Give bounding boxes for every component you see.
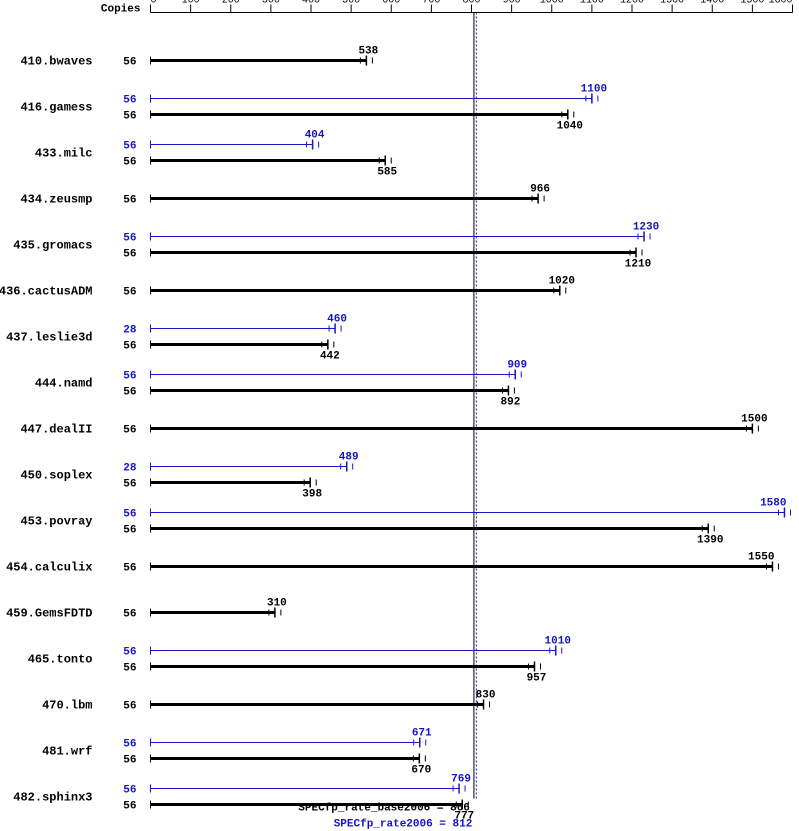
value-label-peak: 671 xyxy=(412,728,432,740)
copies-peak: 56 xyxy=(123,509,136,521)
x-tick-label: 1100 xyxy=(580,0,604,7)
copies-base: 56 xyxy=(123,341,136,353)
benchmark-label: 481.wrf xyxy=(42,745,92,759)
benchmark-label: 434.zeusmp xyxy=(20,193,92,207)
value-label-peak: 489 xyxy=(339,452,359,464)
copies-base: 56 xyxy=(123,479,136,491)
copies-peak: 56 xyxy=(123,371,136,383)
value-label-base: 670 xyxy=(411,765,431,777)
benchmark-label: 450.soplex xyxy=(20,469,92,483)
value-label-base: 892 xyxy=(501,397,521,409)
benchmark-label: 465.tonto xyxy=(28,653,93,667)
copies-base: 56 xyxy=(123,387,136,399)
value-label-base: 1020 xyxy=(549,276,575,288)
benchmark-label: 433.milc xyxy=(35,147,93,161)
benchmark-label: 482.sphinx3 xyxy=(13,791,92,805)
copies-base: 56 xyxy=(123,609,136,621)
axis-title: Copies xyxy=(101,4,141,16)
value-label-base: 1500 xyxy=(741,414,767,426)
copies-base: 56 xyxy=(123,701,136,713)
copies-peak: 56 xyxy=(123,739,136,751)
x-tick-label: 1600 xyxy=(768,0,792,7)
benchmark-label: 459.GemsFDTD xyxy=(6,607,92,621)
copies-peak: 28 xyxy=(123,325,137,337)
benchmark-label: 435.gromacs xyxy=(13,239,92,253)
value-label-base: 957 xyxy=(527,673,547,685)
value-label-base: 538 xyxy=(358,46,378,58)
value-label-base: 777 xyxy=(454,811,474,823)
benchmark-label: 436.cactusADM xyxy=(0,285,93,299)
x-tick-label: 100 xyxy=(182,0,200,7)
copies-peak: 56 xyxy=(123,141,136,153)
x-tick-label: 1500 xyxy=(740,0,764,7)
x-tick-label: 600 xyxy=(382,0,400,7)
value-label-base: 585 xyxy=(377,167,397,179)
copies-base: 56 xyxy=(123,425,136,437)
copies-base: 56 xyxy=(123,755,136,767)
benchmark-label: 444.namd xyxy=(35,377,93,391)
value-label-peak: 909 xyxy=(507,360,527,372)
x-tick-label: 700 xyxy=(422,0,440,7)
value-label-base: 398 xyxy=(302,489,322,501)
x-tick-label: 200 xyxy=(222,0,240,7)
x-tick-label: 0 xyxy=(151,0,157,7)
copies-base: 56 xyxy=(123,111,136,123)
value-label-peak: 1100 xyxy=(581,84,607,96)
copies-base: 56 xyxy=(123,287,136,299)
reference-label: SPECfp_rate2006 = 812 xyxy=(334,819,473,831)
value-label-peak: 1010 xyxy=(545,636,571,648)
x-tick-label: 400 xyxy=(302,0,320,7)
benchmark-label: 470.lbm xyxy=(42,699,92,713)
copies-peak: 28 xyxy=(123,463,137,475)
x-tick-label: 1400 xyxy=(700,0,724,7)
value-label-peak: 1230 xyxy=(633,222,659,234)
x-tick-label: 900 xyxy=(503,0,521,7)
value-label-base: 310 xyxy=(267,598,287,610)
copies-peak: 56 xyxy=(123,233,136,245)
value-label-base: 1040 xyxy=(557,121,583,133)
x-tick-label: 1000 xyxy=(540,0,564,7)
benchmark-label: 454.calculix xyxy=(6,561,92,575)
value-label-peak: 1580 xyxy=(760,498,786,510)
value-label-base: 1210 xyxy=(625,259,651,271)
copies-base: 56 xyxy=(123,195,136,207)
value-label-base: 966 xyxy=(530,184,550,196)
copies-base: 56 xyxy=(123,801,136,813)
specfp-rate-chart: Copies 0 100 200 300 400 500 600 700 800 900 1000 11… xyxy=(0,0,799,831)
value-label-peak: 460 xyxy=(327,314,347,326)
value-label-base: 442 xyxy=(320,351,340,363)
value-label-base: 1550 xyxy=(748,552,774,564)
copies-peak: 56 xyxy=(123,95,136,107)
x-tick-label: 800 xyxy=(462,0,480,7)
copies-base: 56 xyxy=(123,249,136,261)
value-label-peak: 769 xyxy=(451,774,471,786)
copies-peak: 56 xyxy=(123,785,136,797)
x-tick-label: 1300 xyxy=(660,0,684,7)
x-tick-label: 1200 xyxy=(620,0,644,7)
value-label-base: 1390 xyxy=(697,535,723,547)
x-tick-label: 300 xyxy=(262,0,280,7)
copies-base: 56 xyxy=(123,663,136,675)
benchmark-label: 416.gamess xyxy=(20,101,92,115)
x-tick-label: 500 xyxy=(342,0,360,7)
copies-base: 56 xyxy=(123,563,136,575)
value-label-peak: 404 xyxy=(305,130,325,142)
benchmark-label: 437.leslie3d xyxy=(6,331,92,345)
value-label-base: 830 xyxy=(476,690,496,702)
benchmark-label: 410.bwaves xyxy=(20,55,92,69)
copies-base: 56 xyxy=(123,157,136,169)
benchmark-label: 447.dealII xyxy=(20,423,92,437)
copies-base: 56 xyxy=(123,525,136,537)
copies-peak: 56 xyxy=(123,647,136,659)
copies-base: 56 xyxy=(123,57,136,69)
benchmark-label: 453.povray xyxy=(20,515,92,529)
